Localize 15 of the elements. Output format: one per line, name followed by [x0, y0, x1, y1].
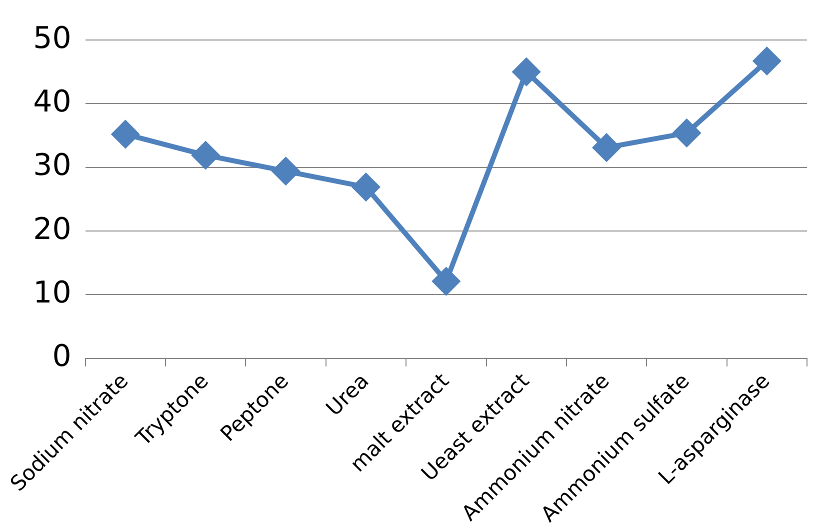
y-tick-label: 50 — [33, 20, 72, 56]
point — [192, 142, 220, 169]
point — [673, 119, 700, 146]
y-tick-label: 10 — [33, 275, 72, 310]
point — [352, 174, 380, 201]
point — [272, 158, 300, 185]
point — [593, 134, 620, 162]
point — [512, 58, 540, 86]
y-tick-label: 0 — [52, 339, 72, 374]
y-tick-label: 30 — [33, 148, 72, 184]
point — [432, 268, 460, 295]
point — [112, 120, 139, 148]
y-tick-label: 20 — [33, 212, 72, 247]
point — [753, 48, 780, 75]
y-tick-label: 40 — [33, 84, 72, 120]
